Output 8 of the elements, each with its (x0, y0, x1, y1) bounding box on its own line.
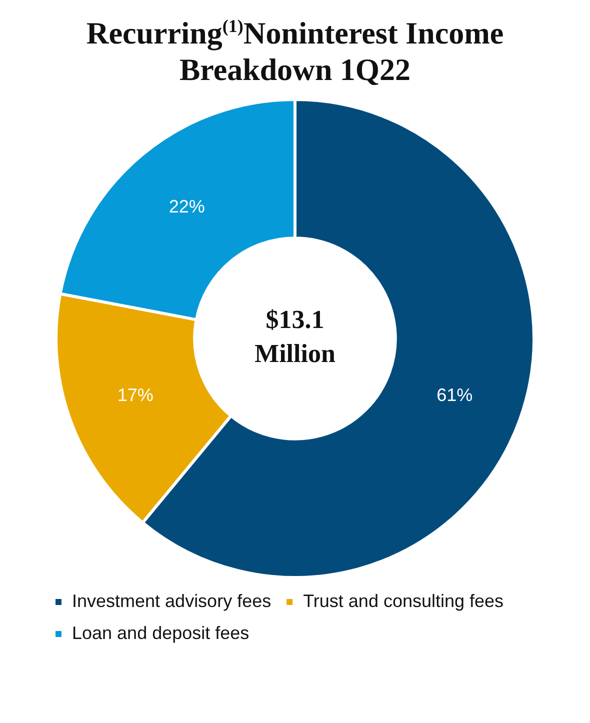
data-label: 17% (117, 385, 154, 406)
text: $13.1 Million (254, 306, 336, 369)
legend-label: Trust and consulting fees (303, 591, 504, 612)
data-label: 22% (168, 197, 205, 218)
legend-label: Loan and deposit fees (72, 623, 250, 644)
chart-title: Recurring$^{(1)}$Noninterest Income Breakdown 1Q22 (85, 14, 505, 88)
legend-label: Investment advisory fees (72, 591, 272, 612)
data-label: 61% (436, 385, 473, 406)
